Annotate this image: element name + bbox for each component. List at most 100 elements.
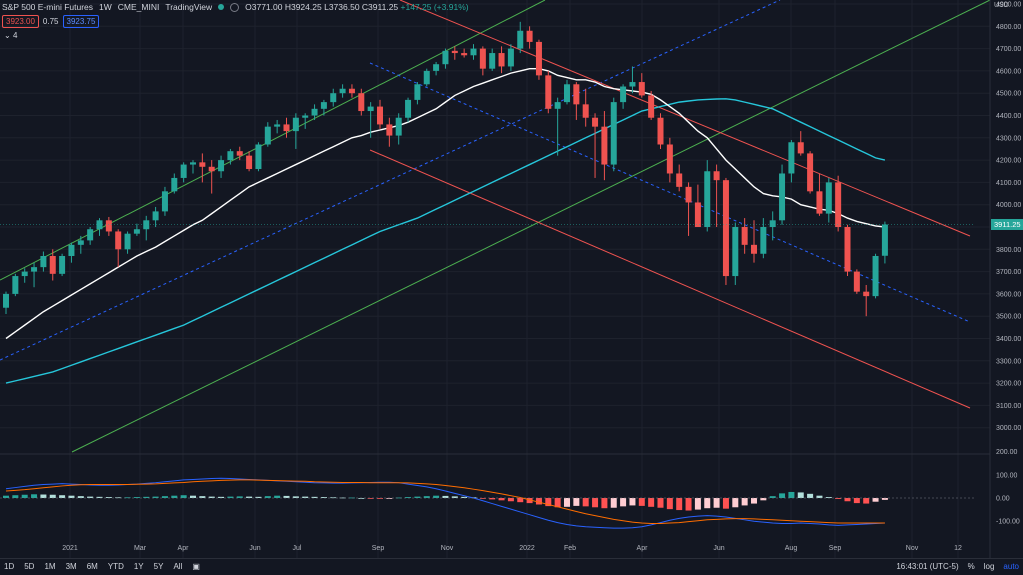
macd-bar [423,496,430,498]
timeframe-all[interactable]: All [173,562,183,571]
market-status-icon[interactable] [218,4,225,10]
time-tick-label: Sep [372,545,385,552]
red-channel-lower[interactable] [369,149,971,409]
buy-button[interactable]: 3923.75 [62,15,100,28]
timeframe-5d[interactable]: 5D [24,562,35,571]
log-toggle[interactable]: log [983,562,995,571]
time-tick-label: Nov [906,545,919,552]
candle [741,227,748,245]
price-tick-label: 4000.00 [996,202,1021,209]
green-channel-upper[interactable] [0,0,546,281]
macd-axis[interactable]: 200.00 100.00 0.00 -100.00 [996,449,1020,526]
open-value: O3771.00 [245,2,283,12]
macd-bar [21,494,28,498]
candle [807,153,814,192]
macd-bar [367,498,374,499]
price-axis[interactable]: 4900.00 4800.00 4700.00 4600.00 4500.00 4400.… [996,2,1021,433]
macd-bar [246,496,253,498]
macd-bar [535,498,542,505]
auto-toggle[interactable]: auto [1003,562,1019,571]
candle [152,211,159,221]
macd-bar [442,495,449,498]
percent-toggle[interactable]: % [967,562,975,571]
candle [713,171,720,181]
blue-dashed-line-2[interactable] [369,62,971,323]
price-tick-label: 3300.00 [996,358,1021,365]
macd-bar [573,498,580,506]
macd-bar [816,495,823,498]
last-price-tag: 3911.25 [991,218,1023,230]
interval-label[interactable]: 1W [99,2,112,12]
price-tick-label: 4400.00 [996,113,1021,120]
candle [227,151,234,161]
time-tick-label: Nov [441,545,454,552]
candle [517,30,524,49]
timeframe-1d[interactable]: 1D [4,562,15,571]
macd-bar [526,498,533,504]
macd-bar [395,497,402,499]
candle [348,88,355,94]
candle [283,124,290,132]
bottom-toolbar: 1D 5D 1M 3M 6M YTD 1Y 5Y All ▣ 16:43:01 … [0,558,1023,575]
timeframe-3m[interactable]: 3M [65,562,77,571]
low-value: L3736.50 [324,2,360,12]
candle [779,173,786,221]
candle [433,64,440,71]
visibility-icon[interactable] [230,2,240,12]
clock-display[interactable]: 16:43:01 (UTC-5) [896,562,959,571]
price-tick-label: 3100.00 [996,403,1021,410]
candle [835,182,842,227]
timeframe-5y[interactable]: 5Y [153,562,164,571]
macd-bar [853,498,860,504]
candle [395,117,402,136]
indicators-toggle[interactable]: ⌄ 4 [4,31,17,40]
macd-bar [171,495,178,498]
macd-bar [545,498,552,507]
timeframe-ytd[interactable]: YTD [107,562,124,571]
change-value: +147.25 (+3.91%) [400,2,469,12]
macd-bar [236,496,243,498]
macd-bar [40,494,47,498]
macd-bar [348,497,355,499]
sell-button[interactable]: 3923.00 [2,15,39,28]
svg-text:3911.25: 3911.25 [994,220,1021,229]
timeframe-1y[interactable]: 1Y [133,562,144,571]
timeframe-6m[interactable]: 6M [86,562,98,571]
price-tick-label: 4800.00 [996,24,1021,31]
macd-bar [797,492,804,498]
candle [161,191,168,212]
macd-bar [386,498,393,499]
macd-bar [283,495,290,498]
price-tick-label: 4700.00 [996,46,1021,53]
macd-bar [666,498,673,510]
time-axis[interactable]: 2021 Mar Apr Jun Jul Sep Nov 2022 Feb Apr Jun Aug Se… [62,545,962,552]
calendar-icon[interactable]: ▣ [192,562,200,571]
candle [769,220,776,227]
candle [264,126,271,145]
blue-dashed-line-1[interactable] [0,0,781,361]
macd-bar [676,498,683,511]
candle [788,142,795,174]
candle [358,93,365,112]
signal-line [5,479,885,525]
macd-bar [769,496,776,498]
macd-bar [124,497,131,499]
candle [732,227,739,277]
candle [405,99,412,118]
symbol-name[interactable]: S&P 500 E-mini Futures [2,2,94,12]
macd-bar [498,498,505,501]
macd-bar [694,498,701,510]
candle [722,180,729,277]
candle [666,144,673,174]
candle [77,240,84,245]
macd-bar [610,498,617,508]
macd-bar [657,498,664,508]
candle [797,142,804,154]
green-channel-lower[interactable] [71,0,991,453]
candle [582,104,589,118]
candle [554,102,561,109]
currency-label: USD [994,2,1009,9]
candle [760,227,767,254]
timeframe-1m[interactable]: 1M [44,562,56,571]
